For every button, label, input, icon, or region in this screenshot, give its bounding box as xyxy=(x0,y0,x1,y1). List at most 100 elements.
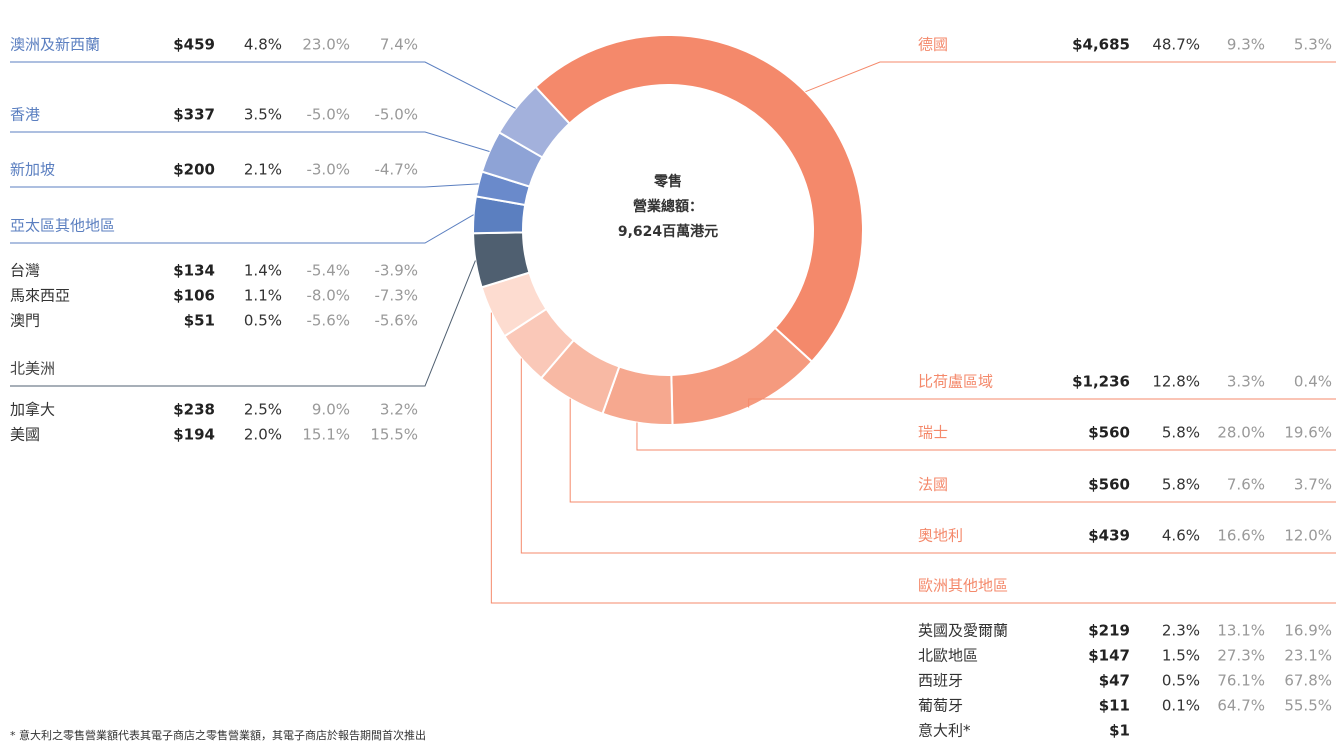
row-value: $238 xyxy=(173,401,215,419)
row-share: 2.0% xyxy=(244,426,282,444)
connector-line xyxy=(805,61,1336,93)
row-change: -7.3% xyxy=(374,287,418,305)
row-change: 3.7% xyxy=(1294,476,1332,494)
group-name: 新加坡 xyxy=(10,161,55,179)
row-value: $337 xyxy=(173,106,215,124)
row-share: 1.4% xyxy=(244,262,282,280)
row-change: 0.4% xyxy=(1294,373,1332,391)
connector-line xyxy=(10,183,479,188)
row-share: 2.1% xyxy=(244,161,282,179)
row-change: 7.4% xyxy=(380,36,418,54)
group-name: 法國 xyxy=(918,476,948,494)
row-change: 19.6% xyxy=(1284,424,1332,442)
group-name: 奧地利 xyxy=(918,527,963,545)
row-change: -5.0% xyxy=(374,106,418,124)
row-value: $194 xyxy=(173,426,215,444)
row-change: -4.7% xyxy=(374,161,418,179)
row-value: $459 xyxy=(173,36,215,54)
row-share: 4.6% xyxy=(1162,527,1200,545)
group-name: 歐洲其他地區 xyxy=(918,577,1008,595)
row-share: 5.8% xyxy=(1162,476,1200,494)
row-change: -3.9% xyxy=(374,262,418,280)
row-share: 3.5% xyxy=(244,106,282,124)
row-name: 英國及愛爾蘭 xyxy=(918,622,1008,640)
donut-segment xyxy=(670,326,814,426)
group-name: 瑞士 xyxy=(918,424,948,442)
row-name: 意大利* xyxy=(918,722,971,740)
row-value: $560 xyxy=(1088,476,1130,494)
row-value: $1 xyxy=(1109,722,1130,740)
row-change: 13.1% xyxy=(1217,622,1265,640)
row-value: $47 xyxy=(1099,672,1130,690)
row-share: 4.8% xyxy=(244,36,282,54)
row-name: 台灣 xyxy=(10,262,40,280)
row-change: -3.0% xyxy=(306,161,350,179)
connector-line xyxy=(10,260,476,387)
row-value: $134 xyxy=(173,262,215,280)
row-value: $106 xyxy=(173,287,215,305)
row-change: 64.7% xyxy=(1217,697,1265,715)
row-share: 1.1% xyxy=(244,287,282,305)
row-value: $1,236 xyxy=(1072,373,1130,391)
row-share: 1.5% xyxy=(1162,647,1200,665)
row-change: 16.9% xyxy=(1284,622,1332,640)
connector-line xyxy=(748,398,1336,408)
group-name: 北美洲 xyxy=(10,360,55,378)
row-name: 美國 xyxy=(10,426,40,444)
group-name: 比荷盧區域 xyxy=(918,373,993,391)
row-change: 28.0% xyxy=(1217,424,1265,442)
group-name: 亞太區其他地區 xyxy=(10,217,115,235)
row-name: 馬來西亞 xyxy=(10,287,70,305)
row-value: $11 xyxy=(1099,697,1130,715)
group-name: 香港 xyxy=(10,106,40,124)
row-change: 7.6% xyxy=(1227,476,1265,494)
row-share: 12.8% xyxy=(1152,373,1200,391)
center-text: 9,624百萬港元 xyxy=(618,223,718,240)
center-text: 營業總額： xyxy=(633,198,703,215)
row-change: 23.0% xyxy=(302,36,350,54)
row-value: $439 xyxy=(1088,527,1130,545)
row-change: -8.0% xyxy=(306,287,350,305)
row-value: $219 xyxy=(1088,622,1130,640)
group-name: 澳洲及新西蘭 xyxy=(10,36,100,54)
row-change: -5.6% xyxy=(374,312,418,330)
row-change: 67.8% xyxy=(1284,672,1332,690)
row-name: 北歐地區 xyxy=(918,647,978,665)
row-value: $4,685 xyxy=(1072,36,1130,54)
connector-line xyxy=(520,358,1336,554)
row-share: 0.5% xyxy=(1162,672,1200,690)
row-name: 葡萄牙 xyxy=(918,697,963,715)
row-change: 9.3% xyxy=(1227,36,1265,54)
row-value: $200 xyxy=(173,161,215,179)
footnote: * 意大利之零售營業額代表其電子商店之零售營業額，其電子商店於報告期間首次推出 xyxy=(10,728,426,742)
row-change: 15.1% xyxy=(302,426,350,444)
row-share: 48.7% xyxy=(1152,36,1200,54)
donut-segment xyxy=(534,34,864,364)
row-change: 9.0% xyxy=(312,401,350,419)
row-share: 2.3% xyxy=(1162,622,1200,640)
row-change: 16.6% xyxy=(1217,527,1265,545)
row-change: 12.0% xyxy=(1284,527,1332,545)
connector-line xyxy=(490,312,1336,604)
row-change: 5.3% xyxy=(1294,36,1332,54)
row-change: 3.3% xyxy=(1227,373,1265,391)
row-change: 27.3% xyxy=(1217,647,1265,665)
connector-line xyxy=(10,214,474,244)
row-share: 2.5% xyxy=(244,401,282,419)
connector-line xyxy=(569,398,1336,503)
row-value: $560 xyxy=(1088,424,1130,442)
row-change: -5.6% xyxy=(306,312,350,330)
center-text: 零售 xyxy=(653,173,682,190)
row-share: 5.8% xyxy=(1162,424,1200,442)
row-change: 55.5% xyxy=(1284,697,1332,715)
row-value: $51 xyxy=(184,312,215,330)
row-share: 0.1% xyxy=(1162,697,1200,715)
connector-line xyxy=(636,422,1336,451)
row-name: 澳門 xyxy=(10,312,40,330)
connector-line xyxy=(10,61,516,109)
row-change: -5.0% xyxy=(306,106,350,124)
donut-segment xyxy=(497,85,571,159)
row-value: $147 xyxy=(1088,647,1130,665)
connector-line xyxy=(10,131,490,153)
